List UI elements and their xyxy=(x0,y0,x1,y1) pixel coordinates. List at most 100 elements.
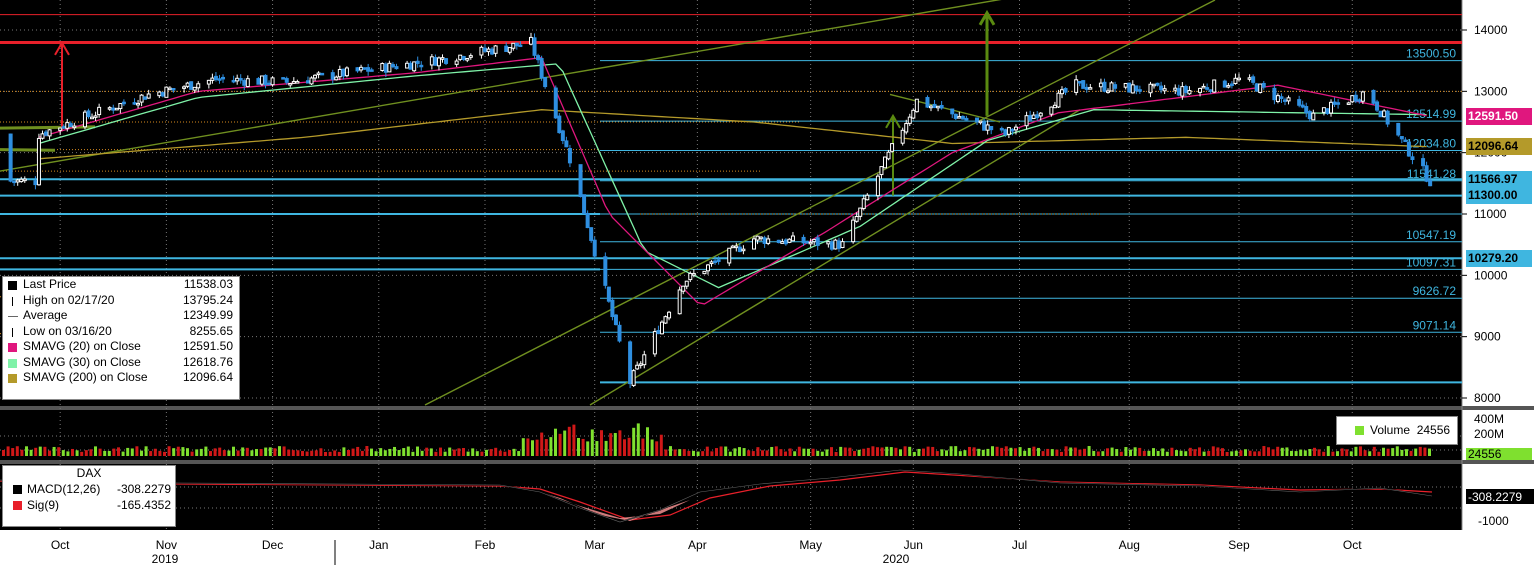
volume-bar xyxy=(664,449,668,456)
candle-body xyxy=(688,272,693,281)
candle-body xyxy=(65,122,70,129)
macd-line-highlight xyxy=(0,469,1433,523)
volume-bar xyxy=(958,451,962,456)
volume-bar xyxy=(296,450,300,456)
volume-bar xyxy=(802,448,806,456)
arrow-head xyxy=(978,9,996,26)
candle-body xyxy=(313,74,318,79)
candle-body xyxy=(316,72,321,76)
volume-bar xyxy=(301,450,304,456)
candle-body xyxy=(468,55,473,58)
trend-channel-lower xyxy=(589,109,1081,406)
volume-bar xyxy=(558,433,562,456)
candle-body xyxy=(1396,122,1401,136)
candle-body xyxy=(865,194,870,201)
candle-body xyxy=(787,238,792,243)
volume-bar xyxy=(448,447,452,456)
candle-body xyxy=(755,235,760,241)
x-tick-label: Oct xyxy=(51,538,70,552)
candle-body xyxy=(295,81,300,84)
candle-body xyxy=(663,316,668,324)
volume-bar xyxy=(356,446,360,456)
volume-bar xyxy=(328,451,332,456)
volume-bar xyxy=(751,451,755,456)
legend-swatch xyxy=(8,358,17,368)
low-marker-icon xyxy=(12,327,13,337)
candle-body xyxy=(461,55,466,60)
volume-bar xyxy=(517,451,521,456)
volume-bar xyxy=(889,447,893,456)
volume-bar xyxy=(876,447,879,456)
candle-body xyxy=(681,285,686,292)
candle-body xyxy=(1152,83,1157,87)
volume-axis-label: 400M xyxy=(1474,412,1504,426)
candle-body xyxy=(433,57,438,66)
volume-bar xyxy=(1138,447,1142,456)
volume-bar xyxy=(75,450,79,456)
candle-body xyxy=(465,57,470,61)
candle-body xyxy=(139,94,144,103)
volume-bar xyxy=(632,427,636,456)
candle-body xyxy=(1102,81,1107,92)
volume-bar xyxy=(1060,451,1063,456)
volume-bar xyxy=(199,448,203,456)
candle-body xyxy=(429,56,434,66)
volume-bar xyxy=(393,446,396,456)
sma200-line xyxy=(38,109,1427,160)
candle-body xyxy=(171,88,176,91)
volume-bar xyxy=(747,450,751,456)
candle-body xyxy=(405,62,410,69)
candle-body xyxy=(1130,84,1135,94)
volume-bar xyxy=(130,448,134,456)
volume-bar xyxy=(719,446,723,456)
candle-body xyxy=(684,280,689,287)
candle-body xyxy=(826,241,831,245)
volume-bar xyxy=(816,450,820,456)
volume-bar xyxy=(135,446,139,456)
average-marker-icon xyxy=(8,316,18,317)
candle-body xyxy=(907,116,912,124)
volume-bar xyxy=(742,448,746,456)
volume-bar xyxy=(1271,449,1275,456)
candle-body xyxy=(1378,110,1383,118)
candle-body xyxy=(387,62,392,73)
candle-body xyxy=(284,78,289,83)
candle-body xyxy=(1371,89,1376,104)
candle-body xyxy=(585,212,590,229)
price-tag: 11566.97 xyxy=(1466,170,1532,188)
volume-bar xyxy=(1202,451,1206,456)
volume-bar xyxy=(765,450,769,456)
volume-bar xyxy=(140,450,143,456)
volume-bar xyxy=(1391,448,1395,456)
candle-body xyxy=(964,117,969,121)
candle-body xyxy=(1081,80,1086,89)
level-label: 12034.80 xyxy=(1406,137,1456,151)
candle-body xyxy=(578,164,583,198)
volume-bar xyxy=(61,450,65,456)
price-tag: 12096.64 xyxy=(1466,138,1532,156)
candle-body xyxy=(900,129,905,144)
volume-bar xyxy=(508,450,511,456)
volume-bar xyxy=(512,448,516,456)
volume-bar xyxy=(1050,449,1054,456)
candle-body xyxy=(1229,83,1234,86)
volume-bar xyxy=(1313,447,1316,456)
candle-body xyxy=(691,273,696,276)
volume-bar xyxy=(1405,449,1408,456)
candle-body xyxy=(1406,141,1411,157)
candle-body xyxy=(734,245,739,249)
price-legend: Last Price 11538.03 High on 02/17/20 13795… xyxy=(2,276,240,400)
candle-body xyxy=(362,67,367,70)
candle-body xyxy=(1251,76,1256,83)
volume-bar xyxy=(1418,446,1422,456)
volume-bar xyxy=(1317,449,1321,456)
volume-bar xyxy=(912,451,916,456)
volume-bar xyxy=(678,449,682,456)
candle-body xyxy=(543,76,548,88)
volume-bar xyxy=(894,447,898,456)
volume-bar xyxy=(1400,449,1404,456)
volume-bar xyxy=(1073,447,1077,456)
candle-body xyxy=(157,91,162,97)
candle-body xyxy=(1307,111,1312,120)
